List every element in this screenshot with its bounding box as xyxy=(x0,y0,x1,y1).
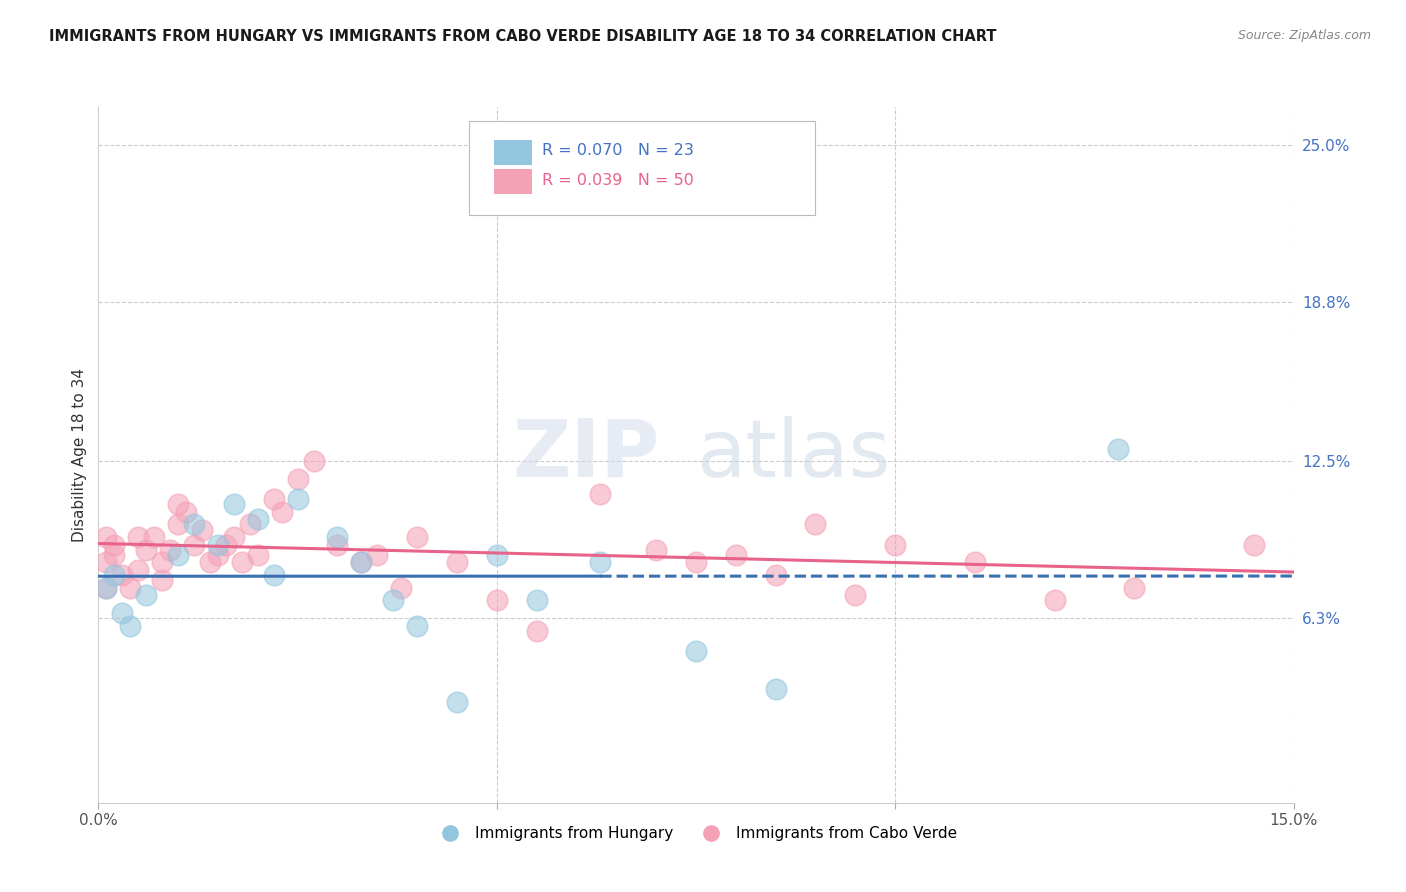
Point xyxy=(167,517,190,532)
Text: R = 0.039   N = 50: R = 0.039 N = 50 xyxy=(541,172,693,187)
Point xyxy=(446,556,468,570)
Point xyxy=(263,568,285,582)
Point xyxy=(287,492,309,507)
Text: R = 0.070   N = 23: R = 0.070 N = 23 xyxy=(541,144,693,159)
Text: ZIP: ZIP xyxy=(513,416,661,494)
Point xyxy=(207,538,229,552)
Point xyxy=(120,581,142,595)
Point xyxy=(326,530,349,544)
Point xyxy=(406,618,429,632)
Point xyxy=(804,517,827,532)
Point xyxy=(167,548,190,562)
Point xyxy=(231,556,253,570)
Point xyxy=(765,681,787,696)
Point xyxy=(96,581,118,595)
Point xyxy=(1123,581,1146,595)
Point xyxy=(222,497,245,511)
Point xyxy=(191,523,214,537)
Point xyxy=(150,556,173,570)
Point xyxy=(765,568,787,582)
Point xyxy=(127,530,149,544)
Point xyxy=(724,548,747,562)
Point xyxy=(302,454,325,468)
Point xyxy=(135,588,157,602)
Point xyxy=(183,517,205,532)
Point xyxy=(96,556,118,570)
Point xyxy=(526,593,548,607)
Text: atlas: atlas xyxy=(696,416,890,494)
Point xyxy=(246,548,269,562)
Point xyxy=(239,517,262,532)
Point xyxy=(103,538,125,552)
Point xyxy=(350,556,373,570)
Point xyxy=(111,568,134,582)
Point xyxy=(326,538,349,552)
Point xyxy=(150,573,173,587)
Point xyxy=(246,512,269,526)
Point xyxy=(963,556,986,570)
Point xyxy=(485,593,508,607)
FancyBboxPatch shape xyxy=(470,121,815,215)
Point xyxy=(446,695,468,709)
Point xyxy=(1043,593,1066,607)
Point xyxy=(589,487,612,501)
Point xyxy=(350,556,373,570)
Point xyxy=(174,505,197,519)
Point xyxy=(366,548,388,562)
Point xyxy=(96,581,118,595)
Point xyxy=(1243,538,1265,552)
Point xyxy=(215,538,238,552)
FancyBboxPatch shape xyxy=(494,140,533,165)
Point xyxy=(389,581,412,595)
Legend: Immigrants from Hungary, Immigrants from Cabo Verde: Immigrants from Hungary, Immigrants from… xyxy=(429,820,963,847)
Point xyxy=(167,497,190,511)
Point xyxy=(485,548,508,562)
Point xyxy=(685,644,707,658)
Point xyxy=(103,548,125,562)
Y-axis label: Disability Age 18 to 34: Disability Age 18 to 34 xyxy=(72,368,87,542)
Point xyxy=(382,593,405,607)
Point xyxy=(263,492,285,507)
Point xyxy=(270,505,292,519)
Point xyxy=(183,538,205,552)
Text: IMMIGRANTS FROM HUNGARY VS IMMIGRANTS FROM CABO VERDE DISABILITY AGE 18 TO 34 CO: IMMIGRANTS FROM HUNGARY VS IMMIGRANTS FR… xyxy=(49,29,997,44)
Point xyxy=(406,530,429,544)
Point xyxy=(103,568,125,582)
Point xyxy=(96,530,118,544)
Point xyxy=(111,606,134,620)
Text: Source: ZipAtlas.com: Source: ZipAtlas.com xyxy=(1237,29,1371,42)
Point xyxy=(645,542,668,557)
Point xyxy=(127,563,149,577)
Point xyxy=(198,556,221,570)
FancyBboxPatch shape xyxy=(494,169,533,194)
Point xyxy=(135,542,157,557)
Point xyxy=(526,624,548,638)
Point xyxy=(120,618,142,632)
Point xyxy=(287,472,309,486)
Point xyxy=(685,556,707,570)
Point xyxy=(159,542,181,557)
Point xyxy=(143,530,166,544)
Point xyxy=(844,588,866,602)
Point xyxy=(1107,442,1129,456)
Point xyxy=(884,538,907,552)
Point xyxy=(222,530,245,544)
Point xyxy=(589,556,612,570)
Point xyxy=(207,548,229,562)
